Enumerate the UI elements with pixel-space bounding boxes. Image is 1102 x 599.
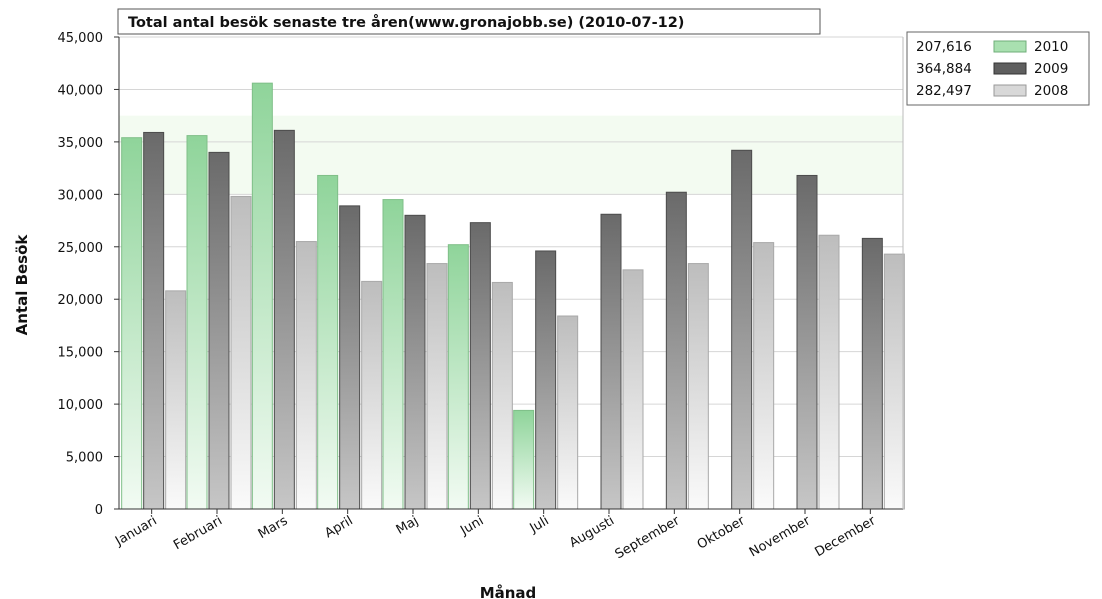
x-tick-label: December	[812, 513, 878, 560]
bar-2010-februari	[186, 135, 208, 510]
axes	[118, 37, 904, 510]
bar-2009-maj	[404, 214, 426, 510]
bar-2010-juni	[447, 244, 469, 510]
bar-2008-januari	[165, 290, 187, 510]
bar-2009-augusti	[600, 213, 622, 510]
bar-2010-mars	[251, 82, 273, 510]
x-tick-label: Oktober	[695, 513, 748, 553]
x-axis-title: Månad	[480, 584, 537, 599]
legend-total: 282,497	[916, 83, 972, 99]
bar-2008-juli	[557, 315, 579, 510]
y-tick-label: 25,000	[58, 241, 104, 256]
y-tick-label: 40,000	[58, 83, 104, 98]
bar-2010-januari	[121, 137, 143, 510]
legend-swatch	[993, 84, 1027, 97]
y-tick-label: 45,000	[58, 31, 104, 46]
x-tick-label: Mars	[256, 513, 291, 542]
bar-2010-juli	[513, 409, 535, 510]
chart-title: Total antal besök senaste tre åren(www.g…	[128, 14, 684, 31]
bar-2009-juli	[535, 250, 557, 510]
y-tick-label: 10,000	[58, 398, 104, 413]
bar-2009-december	[861, 237, 883, 510]
bar-2009-oktober	[731, 149, 753, 510]
bar-2008-juni	[491, 281, 513, 510]
legend: 207,616 2010 364,884 2009 282,497 2008	[906, 31, 1090, 106]
bar-2008-augusti	[622, 269, 644, 510]
bar-2008-mars	[295, 241, 317, 510]
bar-2009-mars	[273, 129, 295, 510]
y-tick-label: 5,000	[66, 451, 103, 466]
bar-2009-februari	[208, 151, 230, 510]
bar-2009-april	[339, 205, 361, 510]
bar-2010-april	[317, 174, 339, 510]
x-tick-label: Januari	[112, 513, 160, 549]
legend-label: 2010	[1034, 39, 1068, 55]
x-tick-label: Maj	[394, 513, 421, 537]
bar-2008-november	[818, 234, 840, 510]
y-tick-label: 35,000	[58, 136, 104, 151]
y-axis-title: Antal Besök	[13, 234, 31, 336]
bar-2008-februari	[230, 195, 252, 510]
y-tick-label: 30,000	[58, 188, 104, 203]
legend-swatch	[993, 62, 1027, 75]
x-tick-labels: Januari Februari Mars April Maj Juni Juli Augus…	[112, 509, 879, 562]
x-tick-label: November	[747, 513, 814, 560]
x-tick-label: Februari	[171, 513, 225, 553]
bar-2008-april	[361, 280, 383, 510]
x-tick-label: April	[322, 513, 355, 541]
legend-total: 207,616	[916, 39, 972, 55]
bar-2009-juni	[469, 222, 491, 510]
y-tick-label: 20,000	[58, 293, 104, 308]
legend-label: 2009	[1034, 61, 1068, 77]
x-tick-label: Juni	[457, 513, 486, 538]
legend-total: 364,884	[916, 61, 972, 77]
y-tick-label: 0	[95, 503, 103, 518]
x-tick-label: September	[613, 513, 683, 562]
bar-2009-januari	[143, 131, 165, 510]
bar-2009-november	[796, 174, 818, 510]
bar-2008-maj	[426, 263, 448, 510]
legend-swatch	[993, 40, 1027, 53]
bar-2008-oktober	[753, 242, 775, 510]
x-tick-label: Juli	[527, 513, 552, 536]
title-box: Total antal besök senaste tre åren(www.g…	[117, 8, 821, 35]
y-tick-labels: 0 5,000 10,000 15,000 20,000 25,000 30,000 35,0…	[58, 31, 119, 518]
bars	[121, 82, 905, 510]
bar-2010-maj	[382, 199, 404, 510]
bar-2009-september	[665, 191, 687, 510]
bar-2008-september	[687, 263, 709, 510]
x-tick-label: Augusti	[567, 513, 617, 551]
legend-label: 2008	[1034, 83, 1068, 99]
y-tick-label: 15,000	[58, 346, 104, 361]
bar-2008-december	[883, 253, 905, 510]
